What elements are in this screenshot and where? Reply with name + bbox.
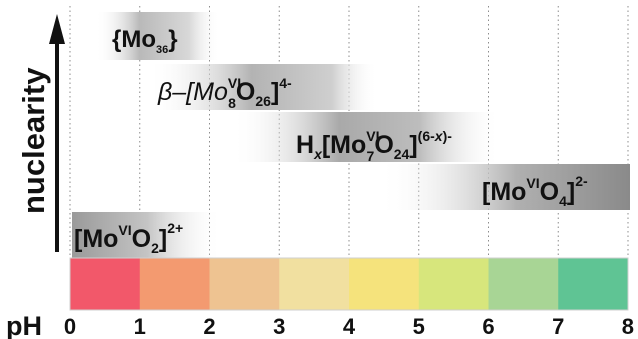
species-band-beta-mo8 [148, 64, 378, 110]
species-band-mo02 [72, 212, 222, 258]
ph-scale-segment-2 [209, 258, 280, 310]
tick-label-4: 4 [343, 314, 356, 339]
ph-scale-segment-1 [139, 258, 210, 310]
species-label-beta-mo8: β–[MoVI 8O26]4- [157, 75, 292, 111]
tick-label-7: 7 [552, 314, 564, 339]
tick-label-5: 5 [413, 314, 425, 339]
tick-label-8: 8 [622, 314, 634, 339]
tick-label-0: 0 [64, 314, 76, 339]
y-axis-arrowhead [49, 14, 65, 44]
species-label-mo36: {Mo36} [112, 26, 178, 56]
ph-scale-segment-3 [279, 258, 350, 310]
species-band-mo7 [232, 112, 500, 162]
x-axis-label: pH [6, 311, 42, 339]
species-label-mo04: [MoVIO4]2- [482, 173, 588, 209]
tick-label-6: 6 [482, 314, 494, 339]
ph-scale-segment-6 [488, 258, 559, 310]
ph-scale-segment-7 [558, 258, 629, 310]
species-band-mo04 [378, 164, 630, 210]
ph-scale-segment-5 [418, 258, 489, 310]
ph-scale-segment-4 [349, 258, 420, 310]
ph-tick-labels: 0 1 2 3 4 5 6 7 8 [64, 314, 634, 339]
species-label-mo02: [MoVIO2]2+ [74, 220, 183, 256]
tick-label-3: 3 [273, 314, 285, 339]
ph-color-scale [70, 258, 629, 310]
tick-label-1: 1 [134, 314, 146, 339]
ph-scale-frame [69, 257, 629, 311]
species-band-mo36 [96, 12, 220, 60]
y-axis-label: nuclearity [16, 67, 51, 214]
ph-scale-segment-0 [70, 258, 141, 310]
tick-label-2: 2 [203, 314, 215, 339]
species-label-mo7: Hx[MoVI 7O24](6-x)- [296, 128, 452, 164]
